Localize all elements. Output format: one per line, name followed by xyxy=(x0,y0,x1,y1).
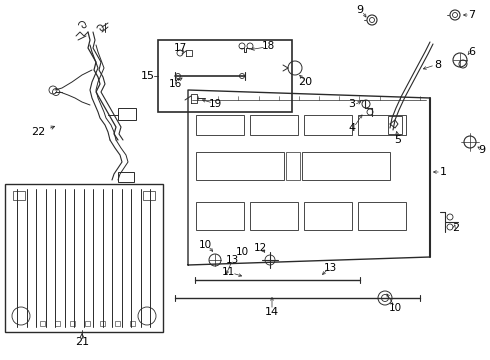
Text: 11: 11 xyxy=(221,267,235,277)
Bar xyxy=(304,202,352,230)
Text: 4: 4 xyxy=(348,123,356,133)
Bar xyxy=(388,116,402,134)
Text: 10: 10 xyxy=(198,240,212,250)
Text: 13: 13 xyxy=(323,263,337,273)
Bar xyxy=(358,202,406,230)
Text: 3: 3 xyxy=(348,99,356,109)
Bar xyxy=(250,202,298,230)
Bar xyxy=(13,191,25,200)
Text: 13: 13 xyxy=(225,255,239,265)
Text: 10: 10 xyxy=(235,247,248,257)
Bar xyxy=(302,152,390,180)
Bar xyxy=(196,115,244,135)
Bar xyxy=(158,40,292,112)
Text: 9: 9 xyxy=(356,5,364,15)
Text: 14: 14 xyxy=(265,307,279,317)
Bar xyxy=(143,191,155,200)
Bar xyxy=(5,184,163,332)
Bar xyxy=(70,321,75,326)
Bar xyxy=(85,321,90,326)
Bar xyxy=(196,152,284,180)
Text: 19: 19 xyxy=(208,99,221,109)
Bar xyxy=(250,115,298,135)
Text: 15: 15 xyxy=(141,71,155,81)
Text: 20: 20 xyxy=(298,77,312,87)
Text: 12: 12 xyxy=(253,243,267,253)
Text: 9: 9 xyxy=(478,145,486,155)
Bar xyxy=(304,115,352,135)
Text: 1: 1 xyxy=(440,167,446,177)
Bar xyxy=(130,321,135,326)
Bar xyxy=(118,172,134,182)
Text: 22: 22 xyxy=(31,127,45,137)
Bar xyxy=(286,152,300,180)
Bar xyxy=(100,321,105,326)
Text: 17: 17 xyxy=(173,43,187,53)
Bar xyxy=(118,108,136,120)
Text: 7: 7 xyxy=(468,10,476,20)
Text: 21: 21 xyxy=(75,337,89,347)
Bar xyxy=(40,321,45,326)
Text: 6: 6 xyxy=(468,47,475,57)
Text: 18: 18 xyxy=(261,41,274,51)
Text: 8: 8 xyxy=(435,60,441,70)
Bar xyxy=(55,321,60,326)
Bar xyxy=(115,321,120,326)
Bar xyxy=(358,115,406,135)
Bar xyxy=(196,202,244,230)
Text: 2: 2 xyxy=(452,223,460,233)
Text: 16: 16 xyxy=(169,79,182,89)
Text: 10: 10 xyxy=(389,303,402,313)
Text: 5: 5 xyxy=(394,135,401,145)
